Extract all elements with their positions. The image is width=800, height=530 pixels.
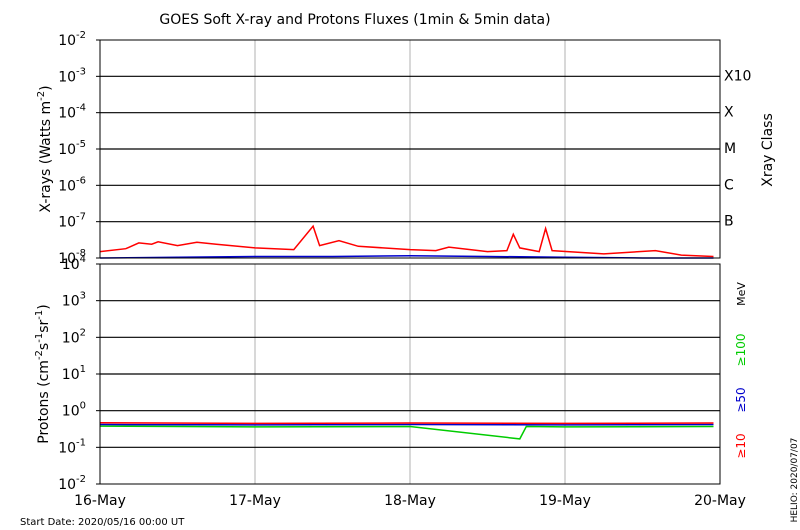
y-tick-label: 101 [62,364,86,383]
y-tick-label: 100 [62,401,86,420]
legend-ge50: ≥50 [734,387,748,412]
y-tick-label: 10-3 [58,66,86,85]
series-line-0 [99,425,714,440]
xray-ylabel: X-rays (Watts m-2) [36,85,54,212]
xray-class-label: M [724,141,736,157]
xray-class-axis-label: Xray Class [760,113,776,187]
xray-class-label: X10 [724,68,751,84]
y-tick-label: 10-5 [58,139,86,158]
chart-title: GOES Soft X-ray and Protons Fluxes (1min… [159,12,550,28]
proton-ylabel: Protons (cm-2s-1sr-1) [34,304,52,443]
xray-class-label: C [724,177,734,193]
x-tick-label: 19-May [539,493,591,509]
series-line-0 [99,224,714,258]
y-tick-label: 10-2 [58,474,86,493]
x-tick-label: 18-May [384,493,436,509]
xray-class-label: B [724,214,734,230]
y-tick-label: 10-7 [58,212,86,231]
y-tick-label: 10-2 [58,30,86,49]
legend-ge10: ≥10 [734,433,748,458]
y-tick-label: 102 [62,327,86,346]
start-date: Start Date: 2020/05/16 00:00 UT [20,517,185,528]
x-tick-label: 16-May [74,493,126,509]
y-tick-label: 104 [62,254,86,273]
xray-panel: 10-810-710-610-510-410-310-2 X-rays (Wat… [36,30,776,267]
x-tick-label: 20-May [694,493,746,509]
credit-date: HELIO: 2020/07/07 [790,438,800,523]
series-line-2 [99,421,714,425]
legend-ge100: ≥100 [734,334,748,367]
y-tick-label: 10-1 [58,437,86,456]
proton-panel: 10-2 10-1 100 101 102 103 104 Protons (cm-2s-1… [34,254,748,493]
proton-energy-unit: MeV [735,282,748,306]
x-tick-label: 17-May [229,493,281,509]
y-tick-label: 10-4 [58,103,86,122]
xray-class-label: X [724,105,734,121]
y-tick-label: 103 [62,291,86,310]
y-tick-label: 10-6 [58,175,86,194]
